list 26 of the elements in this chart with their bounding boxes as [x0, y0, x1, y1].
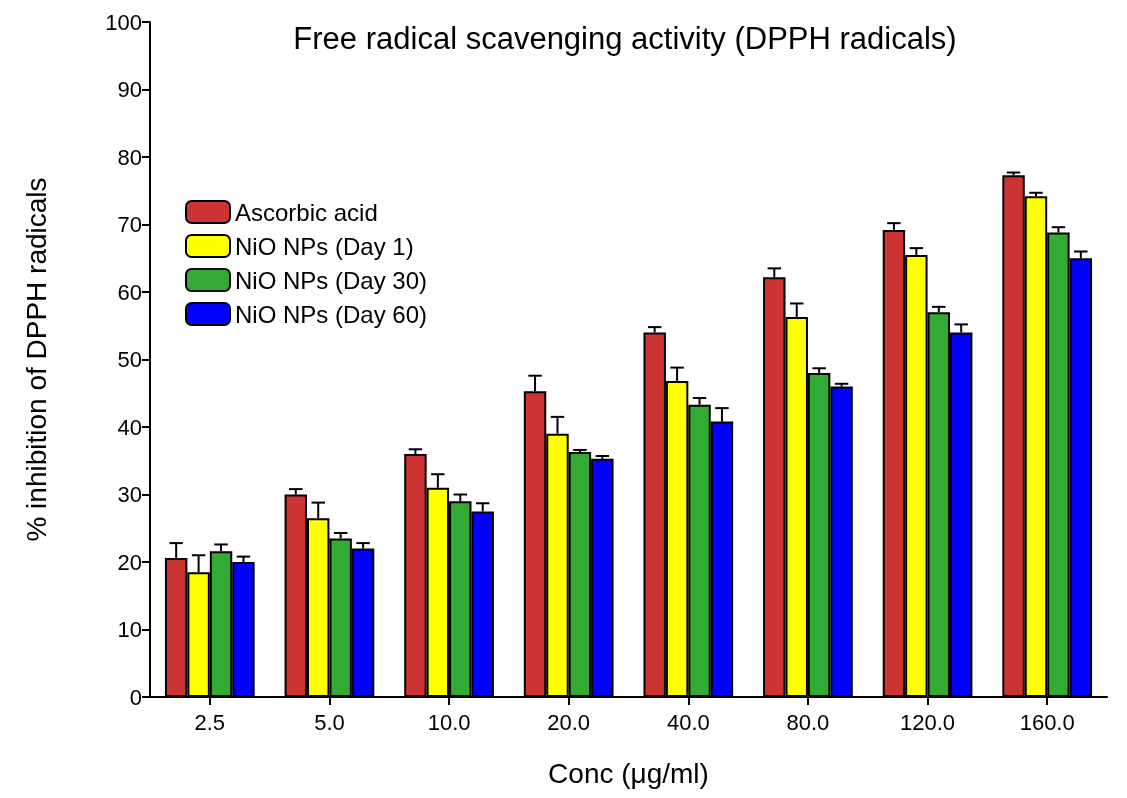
legend-label: Ascorbic acid	[235, 198, 378, 226]
x-tick-label: 20.0	[547, 709, 591, 735]
x-tick-label: 5.0	[314, 709, 345, 735]
y-tick-label: 60	[117, 279, 142, 305]
y-tick-label: 0	[129, 684, 142, 710]
x-tick-label: 160.0	[1019, 709, 1075, 735]
y-tick-label: 90	[117, 77, 142, 102]
y-tick-label: 100	[105, 9, 142, 35]
x-tick-label: 80.0	[786, 709, 830, 735]
x-axis-title: Conc (μg/ml)	[548, 757, 709, 789]
y-tick-label: 50	[117, 347, 142, 372]
y-axis-title: % inhibition of DPPH radicals	[20, 177, 52, 542]
legend-label: NiO NPs (Day 60)	[235, 300, 428, 328]
x-tick-label: 2.5	[194, 709, 226, 735]
y-tick-label: 30	[117, 482, 142, 507]
y-tick-label: 80	[117, 144, 142, 170]
y-tick-label: 70	[117, 212, 142, 237]
x-tick-label: 10.0	[427, 709, 471, 735]
legend-label: NiO NPs (Day 1)	[235, 232, 414, 260]
y-tick-label: 40	[117, 414, 142, 440]
chart-title: Free radical scavenging activity (DPPH radicals)	[293, 21, 957, 56]
x-tick-label: 40.0	[666, 709, 710, 735]
y-tick-label: 10	[117, 617, 142, 642]
y-tick-label: 20	[117, 549, 142, 575]
legend-label: NiO NPs (Day 30)	[235, 266, 428, 294]
x-tick-label: 120.0	[900, 709, 956, 735]
